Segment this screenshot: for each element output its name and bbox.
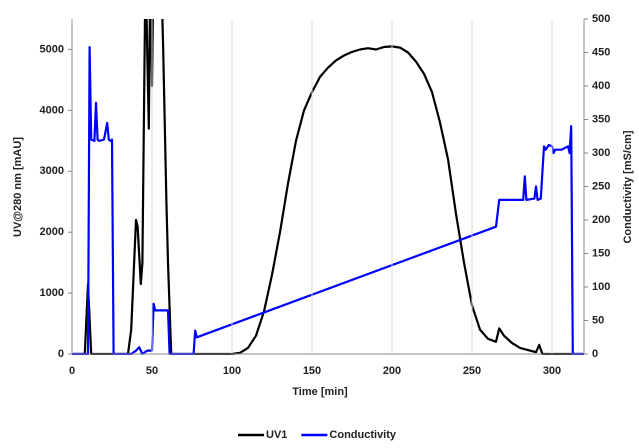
legend-label: UV1 <box>266 429 287 441</box>
x-tick-label: 150 <box>303 365 321 377</box>
y-tick-label: 3000 <box>40 165 64 177</box>
y2-tick-label: 200 <box>592 214 610 226</box>
legend-label: Conductivity <box>329 429 396 441</box>
x-tick-label: 100 <box>223 365 241 377</box>
x-tick-label: 50 <box>146 365 158 377</box>
y-tick-label: 2000 <box>40 226 64 238</box>
y2-tick-label: 150 <box>592 247 610 259</box>
y2-tick-label: 50 <box>592 314 604 326</box>
y-tick-label: 0 <box>58 348 64 360</box>
y2-tick-label: 350 <box>592 113 610 125</box>
y2-tick-label: 100 <box>592 281 610 293</box>
y2-axis-title: Conductivity [mS/cm] <box>622 130 634 243</box>
x-tick-label: 300 <box>543 365 561 377</box>
x-tick-label: 200 <box>383 365 401 377</box>
y-axis-title: UV@280 nm [mAU] <box>12 137 24 237</box>
series-line <box>72 19 584 355</box>
y-tick-label: 5000 <box>40 43 64 55</box>
x-tick-label: 0 <box>69 365 75 377</box>
y2-tick-label: 500 <box>592 13 610 25</box>
y2-tick-label: 450 <box>592 46 610 58</box>
y2-tick-label: 400 <box>592 80 610 92</box>
y2-tick-label: 300 <box>592 147 610 159</box>
x-axis-title: Time [min] <box>292 386 348 398</box>
y2-tick-label: 250 <box>592 180 610 192</box>
y-tick-label: 4000 <box>40 104 64 116</box>
y-tick-label: 1000 <box>40 287 64 299</box>
plot-area <box>72 19 584 355</box>
x-tick-label: 250 <box>463 365 481 377</box>
y2-tick-label: 0 <box>592 348 598 360</box>
